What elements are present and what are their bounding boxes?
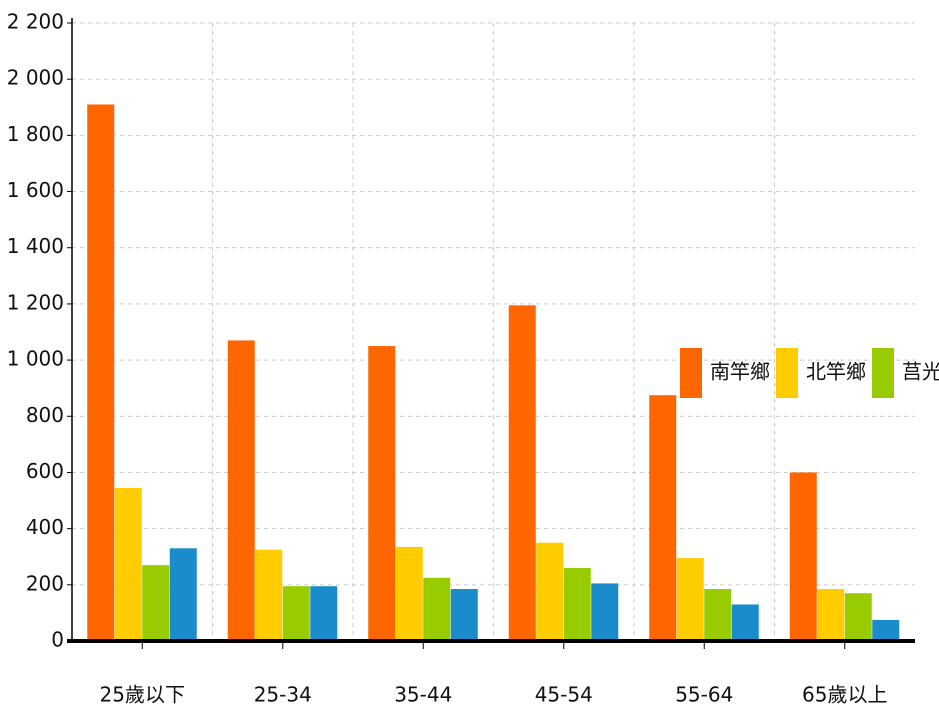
bar bbox=[704, 589, 732, 641]
bar bbox=[142, 565, 170, 641]
y-tick-label: 0 bbox=[51, 628, 64, 652]
y-tick-label: 1 600 bbox=[7, 178, 64, 202]
y-tick-label: 1 400 bbox=[7, 234, 64, 258]
y-tick-label: 1 200 bbox=[7, 290, 64, 314]
bar bbox=[676, 558, 704, 641]
x-tick-label: 35-44 bbox=[394, 683, 452, 707]
bar bbox=[227, 340, 255, 641]
bar bbox=[536, 542, 564, 641]
x-tick-label: 25歲以下 bbox=[100, 683, 185, 707]
bar bbox=[789, 472, 817, 641]
y-tick-label: 1 800 bbox=[7, 122, 64, 146]
bar bbox=[731, 604, 759, 641]
bar bbox=[395, 546, 423, 641]
y-tick-label: 400 bbox=[26, 515, 64, 539]
legend-swatch bbox=[776, 348, 798, 398]
bar bbox=[508, 305, 536, 641]
legend-swatch bbox=[680, 348, 702, 398]
bar bbox=[844, 593, 872, 641]
bar bbox=[169, 548, 197, 641]
legend-label: 莒光鄉 bbox=[902, 360, 939, 384]
bar bbox=[255, 549, 283, 641]
bar bbox=[310, 586, 338, 641]
bar bbox=[87, 104, 115, 642]
legend-label: 南竿鄉 bbox=[710, 360, 770, 384]
bar bbox=[114, 487, 142, 641]
y-tick-label: 2 200 bbox=[7, 10, 64, 34]
bar bbox=[368, 346, 396, 641]
y-tick-label: 800 bbox=[26, 403, 64, 427]
bar bbox=[591, 583, 619, 641]
bar bbox=[649, 395, 677, 641]
bar bbox=[872, 619, 900, 641]
bar bbox=[817, 589, 845, 641]
legend-label: 北竿鄉 bbox=[806, 360, 866, 384]
bar bbox=[423, 577, 451, 641]
x-tick-label: 55-64 bbox=[675, 683, 733, 707]
y-tick-label: 200 bbox=[26, 571, 64, 595]
bar bbox=[282, 586, 310, 641]
x-tick-label: 45-54 bbox=[535, 683, 593, 707]
x-tick-label: 25-34 bbox=[254, 683, 312, 707]
x-tick-label: 65歲以上 bbox=[802, 683, 887, 707]
bar bbox=[563, 567, 591, 641]
legend-swatch bbox=[872, 348, 894, 398]
y-tick-label: 600 bbox=[26, 459, 64, 483]
bar bbox=[450, 589, 478, 641]
y-tick-label: 2 000 bbox=[7, 66, 64, 90]
y-tick-label: 1 000 bbox=[7, 347, 64, 371]
